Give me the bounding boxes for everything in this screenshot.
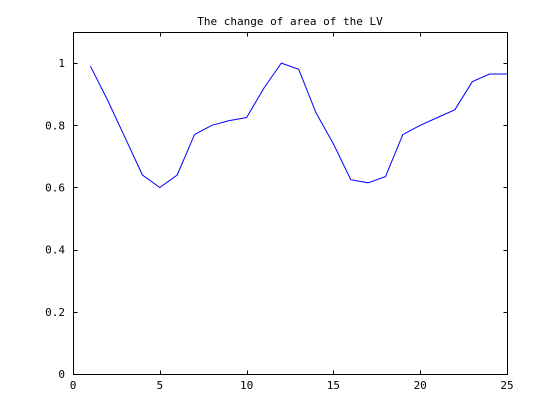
chart-title: The change of area of the LV — [197, 15, 383, 28]
axis-tick-labels: 0 5 10 15 20 25 0 0.2 0.4 0.6 0.8 1 — [45, 57, 514, 392]
series-line — [89, 62, 507, 189]
y-tick-label: 1 — [58, 57, 65, 70]
axis-ticks — [73, 32, 508, 375]
y-tick-label: 0.2 — [45, 306, 65, 319]
y-tick-label: 0.4 — [45, 244, 65, 257]
x-tick-label: 25 — [500, 379, 513, 392]
x-tick-label: 10 — [240, 379, 253, 392]
plot-area — [73, 32, 508, 375]
x-tick-label: 5 — [156, 379, 163, 392]
x-tick-label: 0 — [70, 379, 77, 392]
x-tick-label: 15 — [327, 379, 340, 392]
y-tick-label: 0 — [58, 368, 65, 381]
x-tick-label: 20 — [414, 379, 427, 392]
y-tick-label: 0.6 — [45, 181, 65, 194]
y-tick-label: 0.8 — [45, 119, 65, 132]
